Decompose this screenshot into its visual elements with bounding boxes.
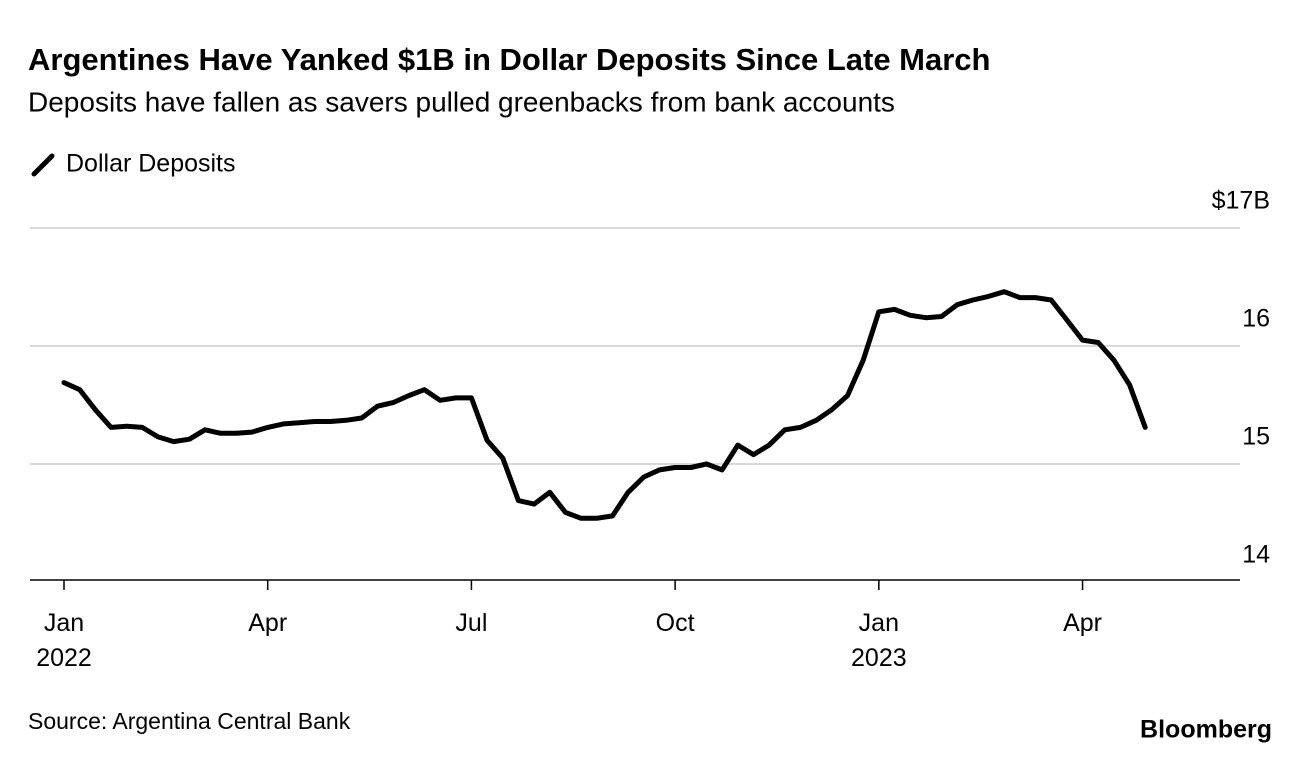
source: Source: Argentina Central Bank (28, 708, 351, 734)
x-tick-label: Oct (655, 609, 695, 637)
x-tick-label: Apr (248, 609, 288, 637)
y-tick-label: 14 (1242, 541, 1270, 569)
x-tick-label: Jan 2023 (851, 609, 907, 672)
legend-label: Dollar Deposits (66, 150, 236, 178)
x-tick-label: Apr (1063, 609, 1102, 637)
x-tick-label: Jul (455, 609, 488, 637)
y-tick-label: 15 (1242, 423, 1270, 451)
chart-title: Argentines Have Yanked $1B in Dollar Dep… (28, 42, 990, 77)
x-tick-label: Jan 2022 (36, 609, 92, 672)
y-tick-label: $17B (1212, 187, 1270, 215)
chart-subtitle: Deposits have fallen as savers pulled gr… (28, 86, 895, 117)
logo: Bloomberg (1140, 716, 1272, 744)
data-line (61, 289, 1148, 521)
y-tick-label: 16 (1242, 305, 1270, 333)
legend-swatch (31, 153, 55, 177)
